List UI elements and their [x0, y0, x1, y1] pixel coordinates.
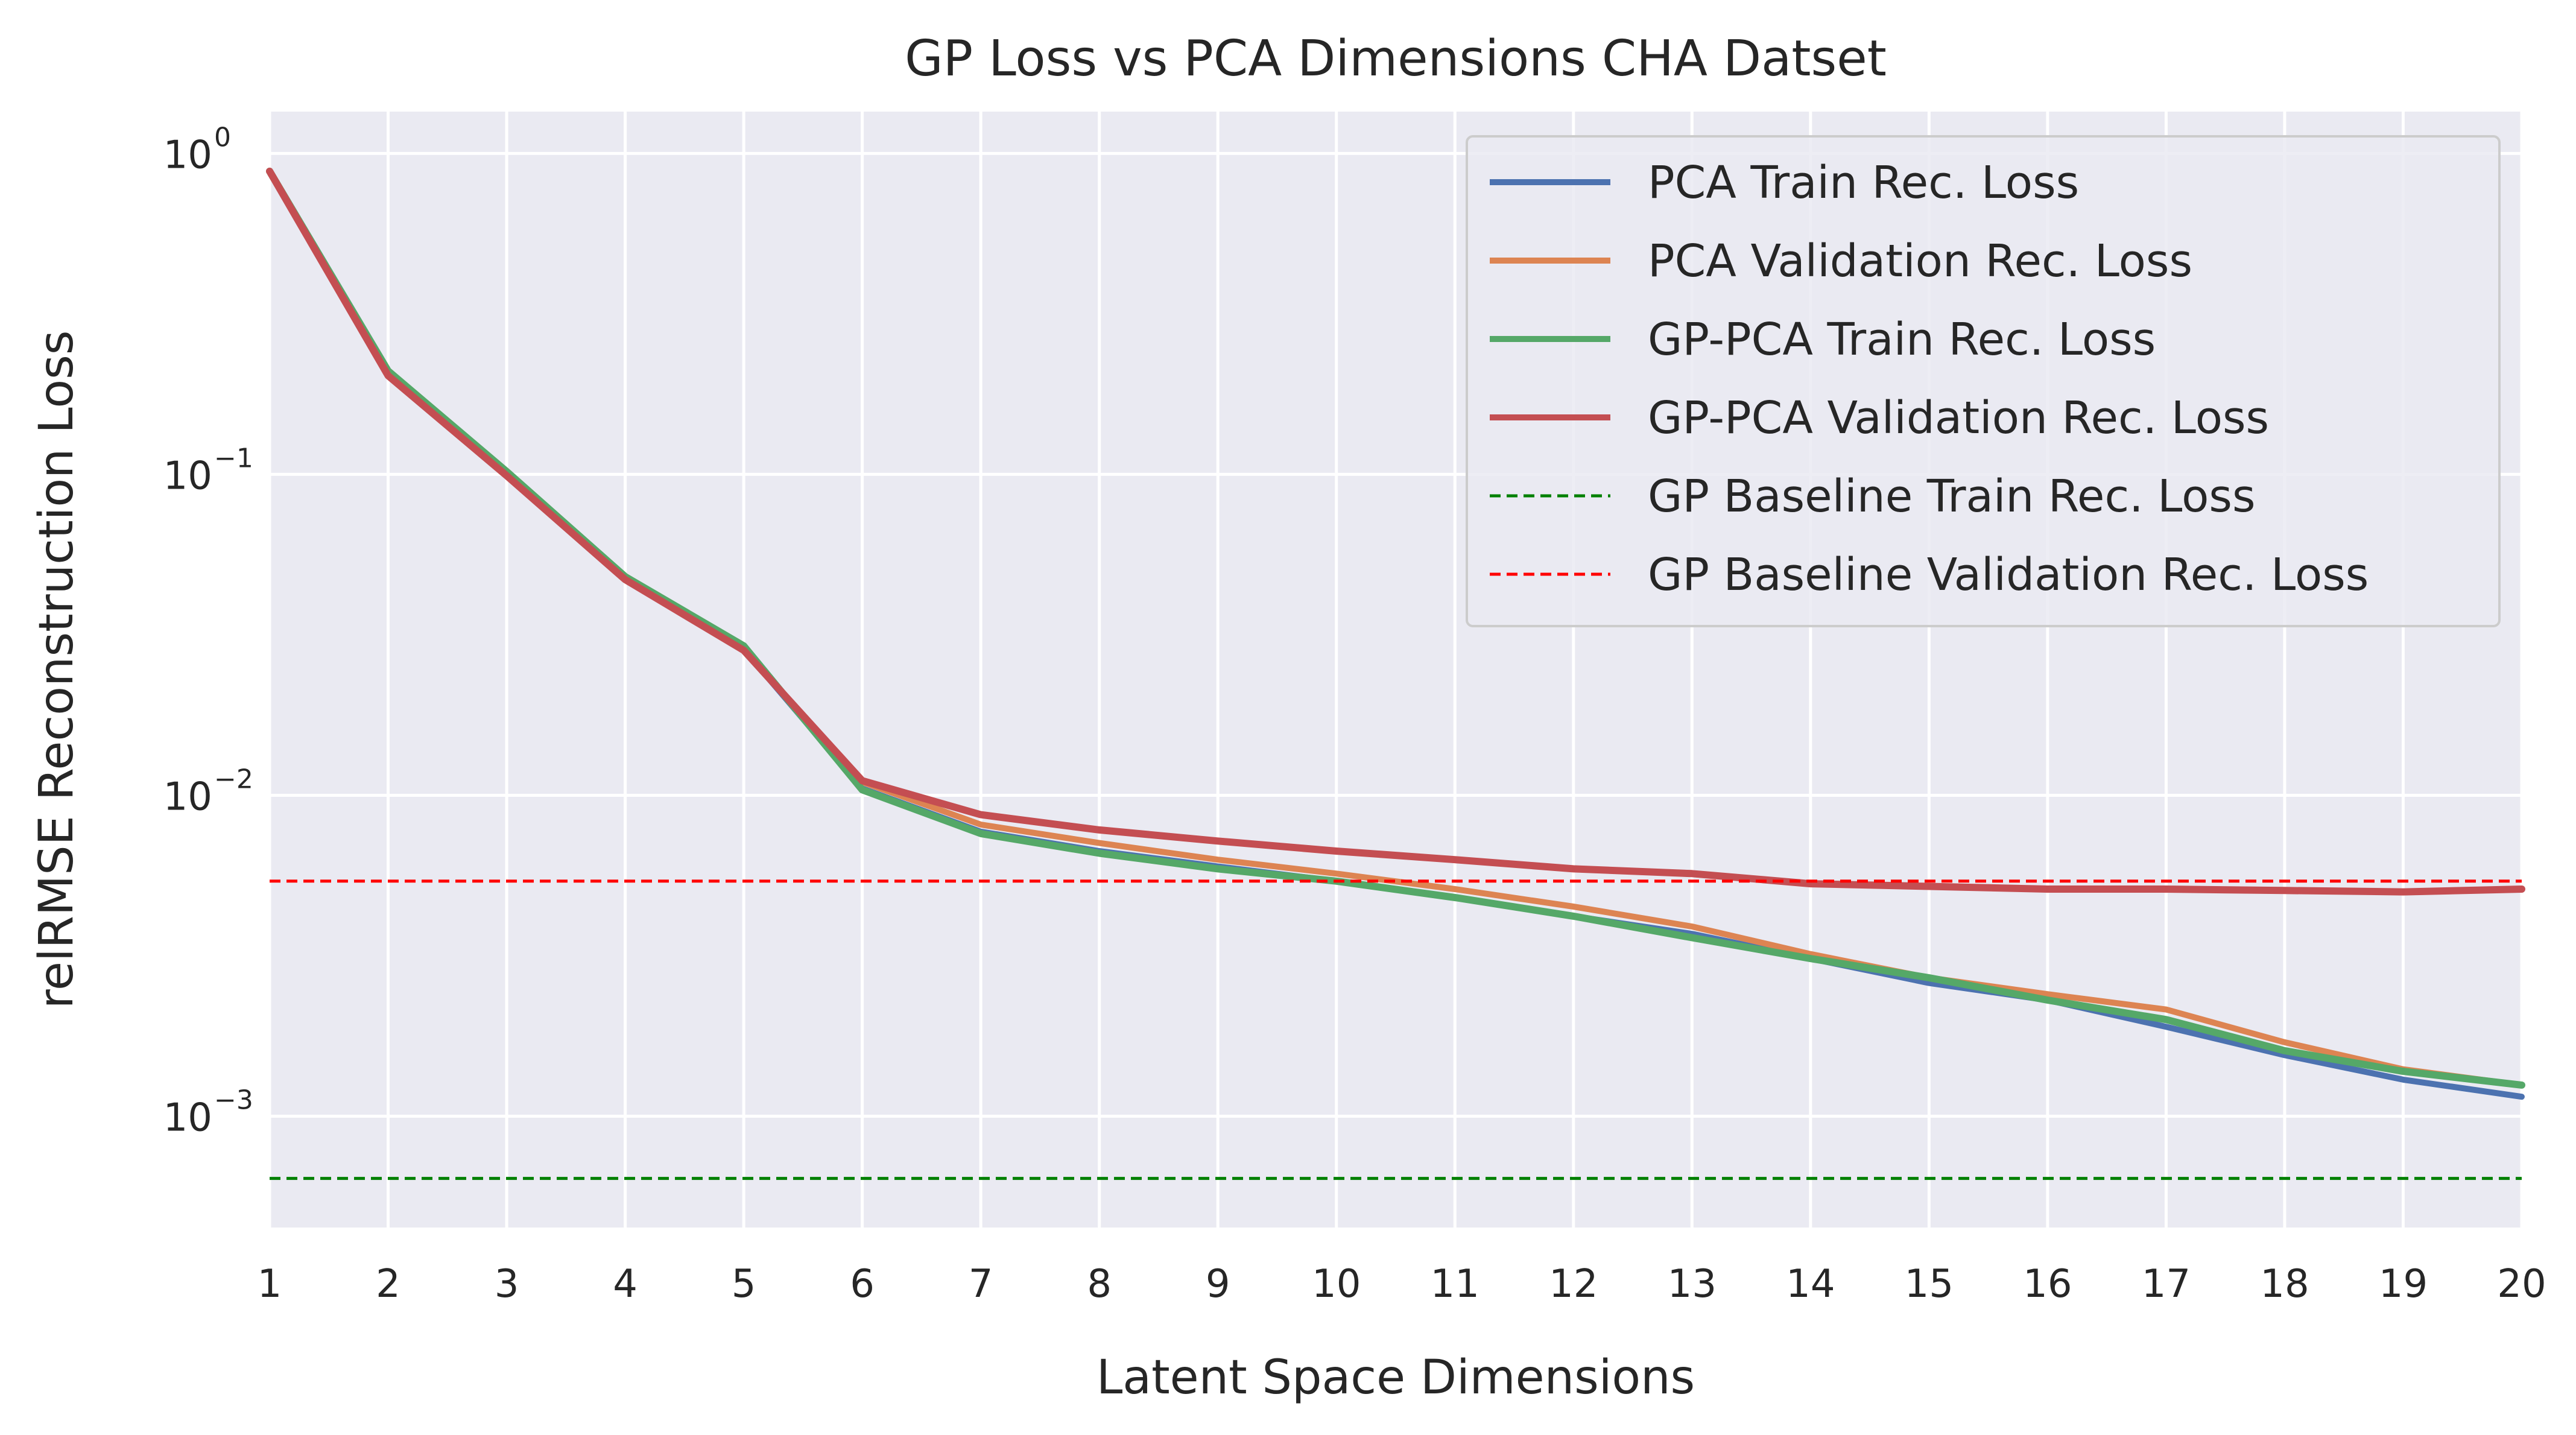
y-tick-exponent: 0	[214, 122, 231, 153]
x-tick-label: 7	[969, 1262, 993, 1307]
x-tick-label: 13	[1668, 1262, 1717, 1307]
x-tick-label: 18	[2260, 1262, 2309, 1307]
y-tick-label: 10 −3	[163, 1085, 253, 1140]
x-tick-label: 15	[1905, 1262, 1954, 1307]
y-tick-base: 10	[163, 454, 212, 498]
y-tick-exponent: −3	[214, 1085, 253, 1115]
x-tick-label: 3	[495, 1262, 519, 1307]
legend-frame	[1466, 135, 2501, 627]
legend-entry: GP Baseline Train Rec. Loss	[1648, 470, 2256, 522]
y-tick-base: 10	[163, 1095, 212, 1140]
y-tick-label: 10 −2	[163, 764, 253, 819]
x-tick-label: 1	[258, 1262, 282, 1307]
legend-entry: GP-PCA Train Rec. Loss	[1648, 314, 2156, 366]
legend: PCA Train Rec. Loss PCA Validation Rec. L…	[1466, 135, 2501, 627]
legend-entry: PCA Train Rec. Loss	[1648, 157, 2079, 209]
legend-entry: GP Baseline Validation Rec. Loss	[1648, 549, 2369, 601]
y-tick-base: 10	[163, 133, 212, 177]
y-tick-exponent: −2	[214, 764, 253, 794]
legend-entry: PCA Validation Rec. Loss	[1648, 235, 2192, 287]
x-tick-label: 12	[1549, 1262, 1598, 1307]
x-tick-label: 5	[732, 1262, 756, 1307]
series-line-4	[266, 167, 2525, 896]
y-tick-label: 10 0	[163, 122, 231, 177]
grid	[268, 112, 2524, 1228]
x-axis-label: Latent Space Dimensions	[1097, 1351, 1695, 1405]
x-tick-label: 2	[376, 1262, 400, 1307]
x-tick-label: 16	[2023, 1262, 2072, 1307]
chart-title: GP Loss vs PCA Dimensions CHA Datset	[905, 30, 1887, 87]
y-tick-exponent: −1	[214, 443, 253, 474]
x-axis-ticks: 1 2 3 4 5 6 7 8 9 10 11 12 13 14 15 16 17 18 19 20	[258, 1262, 2546, 1307]
x-tick-label: 9	[1206, 1262, 1230, 1307]
x-tick-label: 8	[1087, 1262, 1112, 1307]
x-tick-label: 14	[1786, 1262, 1835, 1307]
x-tick-label: 4	[613, 1262, 638, 1307]
x-tick-label: 11	[1431, 1262, 1479, 1307]
x-tick-label: 19	[2379, 1262, 2428, 1307]
x-tick-label: 6	[850, 1262, 875, 1307]
x-tick-label: 10	[1312, 1262, 1361, 1307]
x-tick-label: 20	[2497, 1262, 2546, 1307]
y-tick-base: 10	[163, 775, 212, 819]
y-tick-label: 10 −1	[163, 443, 253, 498]
y-axis-label: relRMSE Reconstruction Loss	[30, 331, 84, 1009]
series-layer	[266, 167, 2525, 1180]
legend-entry: GP-PCA Validation Rec. Loss	[1648, 392, 2269, 444]
x-tick-label: 17	[2142, 1262, 2191, 1307]
